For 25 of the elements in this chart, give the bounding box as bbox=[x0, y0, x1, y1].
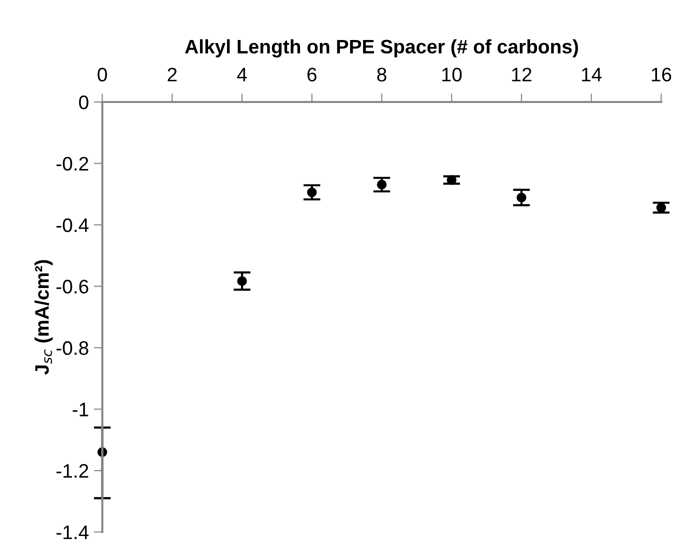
y-axis-title: J$_{sc}$ (mA/cm²) bbox=[34, 260, 53, 375]
y-tick-label: -0.2 bbox=[56, 156, 88, 171]
y-tick-label: -1 bbox=[72, 402, 88, 416]
x-tick-label: 14 bbox=[582, 68, 602, 82]
x-tick-label: 16 bbox=[652, 68, 672, 82]
x-tick-label: 2 bbox=[168, 68, 177, 82]
point bbox=[237, 276, 247, 286]
y-tick-label: -1.2 bbox=[56, 464, 88, 478]
x-tick-label: 12 bbox=[512, 68, 532, 82]
point bbox=[376, 180, 387, 190]
x-tick-label: 6 bbox=[307, 68, 316, 82]
x-axis-title: Alkyl Length on PPE Spacer (# of carbons) bbox=[185, 39, 578, 58]
x-tick-label: 0 bbox=[98, 68, 107, 82]
point bbox=[446, 175, 456, 185]
point bbox=[307, 187, 317, 198]
x-tick-label: 8 bbox=[377, 68, 386, 82]
x-tick-label: 4 bbox=[237, 68, 247, 82]
y-tick-label: -0.4 bbox=[56, 218, 89, 232]
y-tick-label: -0.8 bbox=[56, 341, 88, 355]
y-tick-label: 0 bbox=[79, 95, 88, 110]
point bbox=[516, 192, 526, 202]
x-tick-label: 10 bbox=[442, 68, 462, 82]
y-tick-label: -0.6 bbox=[56, 280, 88, 294]
point bbox=[656, 202, 666, 213]
y-tick-label: -1.4 bbox=[56, 526, 89, 540]
